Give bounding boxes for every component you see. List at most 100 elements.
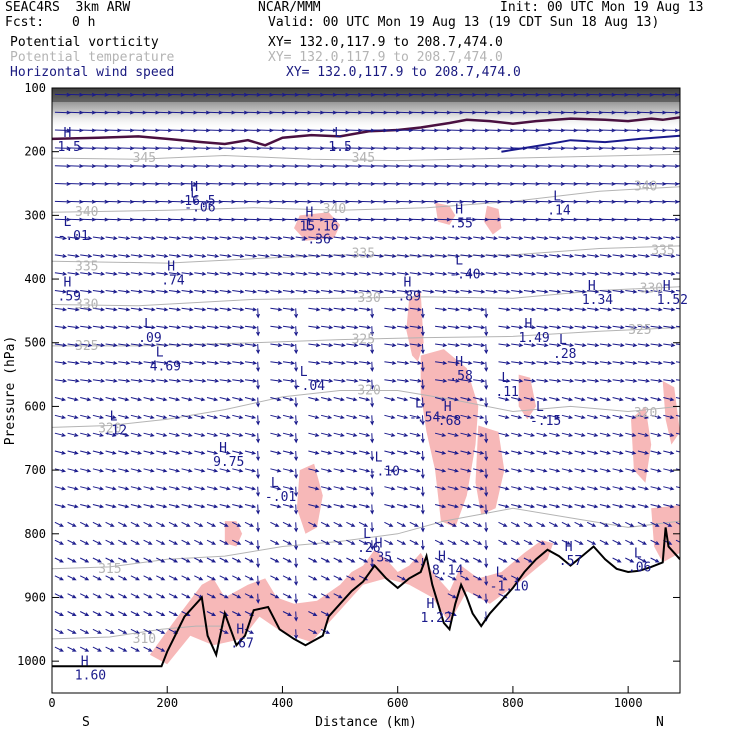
wind-vector-551: [67, 289, 80, 294]
wind-vector-757: [143, 360, 156, 365]
wind-vector-968: [282, 432, 295, 437]
wind-vector-1379: [105, 593, 115, 599]
wind-vector-1284: [484, 540, 489, 551]
wind-vector-1135: [498, 486, 510, 491]
wind-vector-1005: [118, 450, 130, 455]
wind-vector-1357: [244, 575, 254, 581]
wind-vector-969: [294, 433, 299, 444]
wind-vector-801: [67, 378, 80, 383]
wind-vector-918: [282, 414, 295, 419]
wind-vector-1248: [663, 521, 673, 527]
wind-vector-911: [194, 414, 206, 419]
wind-vector-508: [156, 271, 169, 276]
wind-vector-976: [384, 432, 396, 437]
wind-vector-699: [675, 325, 680, 328]
wind-vector-665: [244, 325, 258, 330]
wind-vector-861: [194, 397, 206, 402]
wind-vector-1375: [54, 593, 64, 599]
wind-vector-736: [511, 343, 524, 348]
y-tick-label-2: 300: [24, 208, 46, 222]
wind-vector-784: [484, 361, 489, 372]
wind-vector-987: [523, 432, 536, 437]
wind-vector-1216: [256, 522, 260, 533]
wind-vector-888: [536, 397, 548, 402]
x-tick-label-4: 800: [502, 696, 524, 710]
wind-vector-1424: [67, 628, 77, 634]
wind-vector-1002: [80, 450, 92, 455]
wind-vector-1011: [194, 450, 206, 455]
pv-value-27: -.10: [369, 465, 400, 480]
wind-vector-1411: [168, 611, 179, 617]
wind-vector-590: [561, 289, 575, 294]
wind-vector-512: [206, 271, 220, 276]
valid-time: Valid: 00 UTC Mon 19 Aug 13 (19 CDT Sun …: [268, 15, 660, 30]
wind-vector-1038: [536, 450, 548, 455]
wind-vector-520: [308, 271, 321, 276]
wind-vector-476: [384, 253, 397, 258]
wind-vector-1441: [92, 646, 102, 652]
wind-vector-1211: [194, 521, 204, 527]
wind-vector-1178: [409, 504, 421, 509]
wind-vector-507: [143, 271, 156, 276]
wind-vector-1072: [333, 468, 345, 473]
pv-region-5: [475, 425, 505, 515]
wind-vector-1351: [168, 575, 179, 581]
pv-value-31: .57: [559, 554, 582, 569]
wind-vector-1373: [498, 575, 508, 581]
wind-vector-1406: [105, 611, 115, 617]
wind-vector-914: [232, 414, 244, 419]
wind-vector-985: [498, 432, 510, 437]
wind-vector-806: [130, 378, 144, 383]
wind-vector-871: [320, 397, 333, 402]
wind-vector-412: [206, 236, 220, 241]
wind-vector-840: [561, 378, 575, 383]
wind-vector-1010: [181, 450, 193, 455]
wind-vector-767: [270, 360, 283, 365]
wind-vector-1118: [282, 486, 295, 491]
theta-label-13: 325: [628, 323, 651, 338]
wind-vector-788: [536, 360, 549, 365]
wind-vector-634: [484, 308, 489, 319]
wind-vector-921: [320, 414, 333, 419]
wind-vector-470: [308, 253, 321, 258]
wind-vector-1403: [67, 611, 77, 617]
wind-vector-613: [219, 307, 232, 312]
wind-vector-696: [637, 325, 651, 330]
wind-vector-527: [397, 271, 410, 276]
wind-vector-831: [447, 378, 460, 383]
wind-vector-990: [561, 432, 574, 437]
wind-vector-525: [371, 271, 384, 276]
wind-vector-1195: [625, 504, 637, 509]
wind-vector-804: [105, 378, 118, 383]
wind-vector-1435: [294, 629, 299, 640]
wind-vector-1306: [130, 557, 140, 563]
y-tick-label-5: 600: [24, 399, 46, 413]
wind-vector-983: [473, 432, 485, 437]
wind-vector-1156: [130, 504, 143, 509]
wind-vector-1227: [396, 521, 407, 527]
wind-vector-1409: [143, 611, 153, 617]
wind-vector-1295: [625, 539, 635, 545]
wind-vector-1042: [587, 450, 599, 455]
wind-vector-942: [587, 414, 599, 419]
pv-extremum-h-16: H: [524, 317, 532, 332]
wind-vector-594: [612, 289, 625, 294]
wind-vector-1204: [105, 521, 115, 527]
wind-vector-855: [118, 397, 130, 402]
wind-vector-752: [80, 360, 93, 365]
wind-vector-531: [447, 271, 460, 276]
wind-vector-739: [549, 343, 562, 348]
wind-vector-538: [536, 271, 549, 276]
wind-vector-863: [219, 397, 231, 402]
wind-vector-1078: [409, 468, 421, 473]
wind-vector-403: [92, 236, 106, 241]
wind-vector-773: [346, 360, 359, 365]
wind-vector-1057: [143, 468, 155, 473]
wind-vector-703: [92, 343, 106, 348]
wind-vector-930: [434, 414, 447, 419]
wind-vector-850: [54, 397, 67, 402]
wind-vector-407: [143, 236, 156, 241]
wind-vector-971: [320, 432, 333, 437]
wind-vector-636: [511, 307, 524, 312]
wind-vector-452: [80, 253, 93, 258]
